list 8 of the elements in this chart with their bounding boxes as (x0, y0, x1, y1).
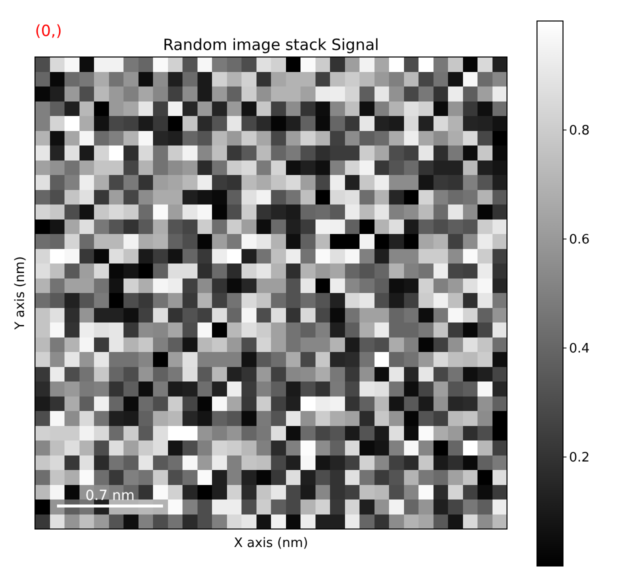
color-bar-label: 0.8 (569, 124, 590, 139)
x-axis-title: X axis (nm) (234, 536, 308, 551)
chart-title: Random image stack Signal (163, 36, 379, 54)
text: (0,) (35, 22, 62, 40)
y-axis-title: Y axis (nm) (13, 256, 28, 331)
color-bar-label: 0.2 (569, 450, 590, 466)
color-bar-label: 0.4 (569, 342, 590, 357)
color-bar-label: 0.6 (569, 232, 590, 248)
